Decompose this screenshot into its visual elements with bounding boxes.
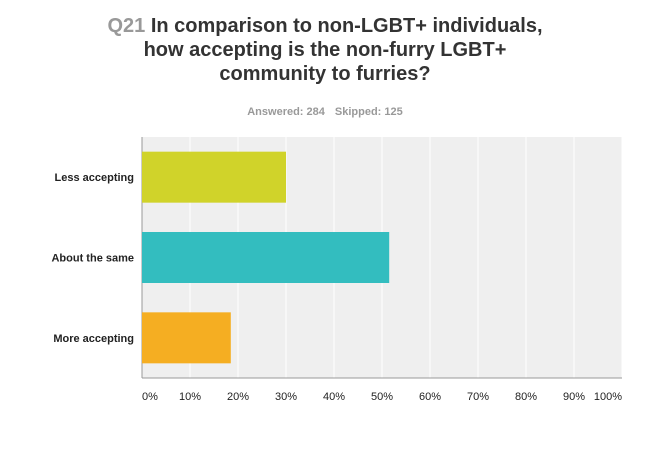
x-tick-label: 0% bbox=[142, 391, 158, 403]
x-tick-label: 50% bbox=[371, 391, 393, 403]
category-label: More accepting bbox=[53, 333, 134, 345]
question-text: In comparison to non-LGBT+ individuals, … bbox=[143, 15, 543, 85]
category-label: Less accepting bbox=[55, 172, 134, 184]
bar bbox=[142, 151, 286, 203]
skipped-count: Skipped: 125 bbox=[334, 106, 403, 118]
x-tick-label: 40% bbox=[323, 391, 345, 403]
x-tick-label: 100% bbox=[594, 391, 622, 403]
answered-count: Answered: 284 bbox=[247, 106, 325, 118]
x-tick-label: 10% bbox=[179, 391, 201, 403]
question-number: Q21 bbox=[107, 15, 146, 37]
response-stats: Answered: 284 Skipped: 125 bbox=[0, 106, 650, 118]
x-tick-label: 20% bbox=[227, 391, 249, 403]
x-tick-label: 90% bbox=[563, 391, 585, 403]
x-tick-label: 80% bbox=[515, 391, 537, 403]
x-tick-label: 70% bbox=[467, 391, 489, 403]
bar bbox=[142, 232, 390, 283]
category-label: About the same bbox=[51, 253, 134, 265]
x-tick-label: 30% bbox=[275, 391, 297, 403]
x-tick-label: 60% bbox=[419, 391, 441, 403]
chart-title: Q21 In comparison to non-LGBT+ individua… bbox=[100, 14, 550, 86]
bar bbox=[142, 312, 231, 364]
